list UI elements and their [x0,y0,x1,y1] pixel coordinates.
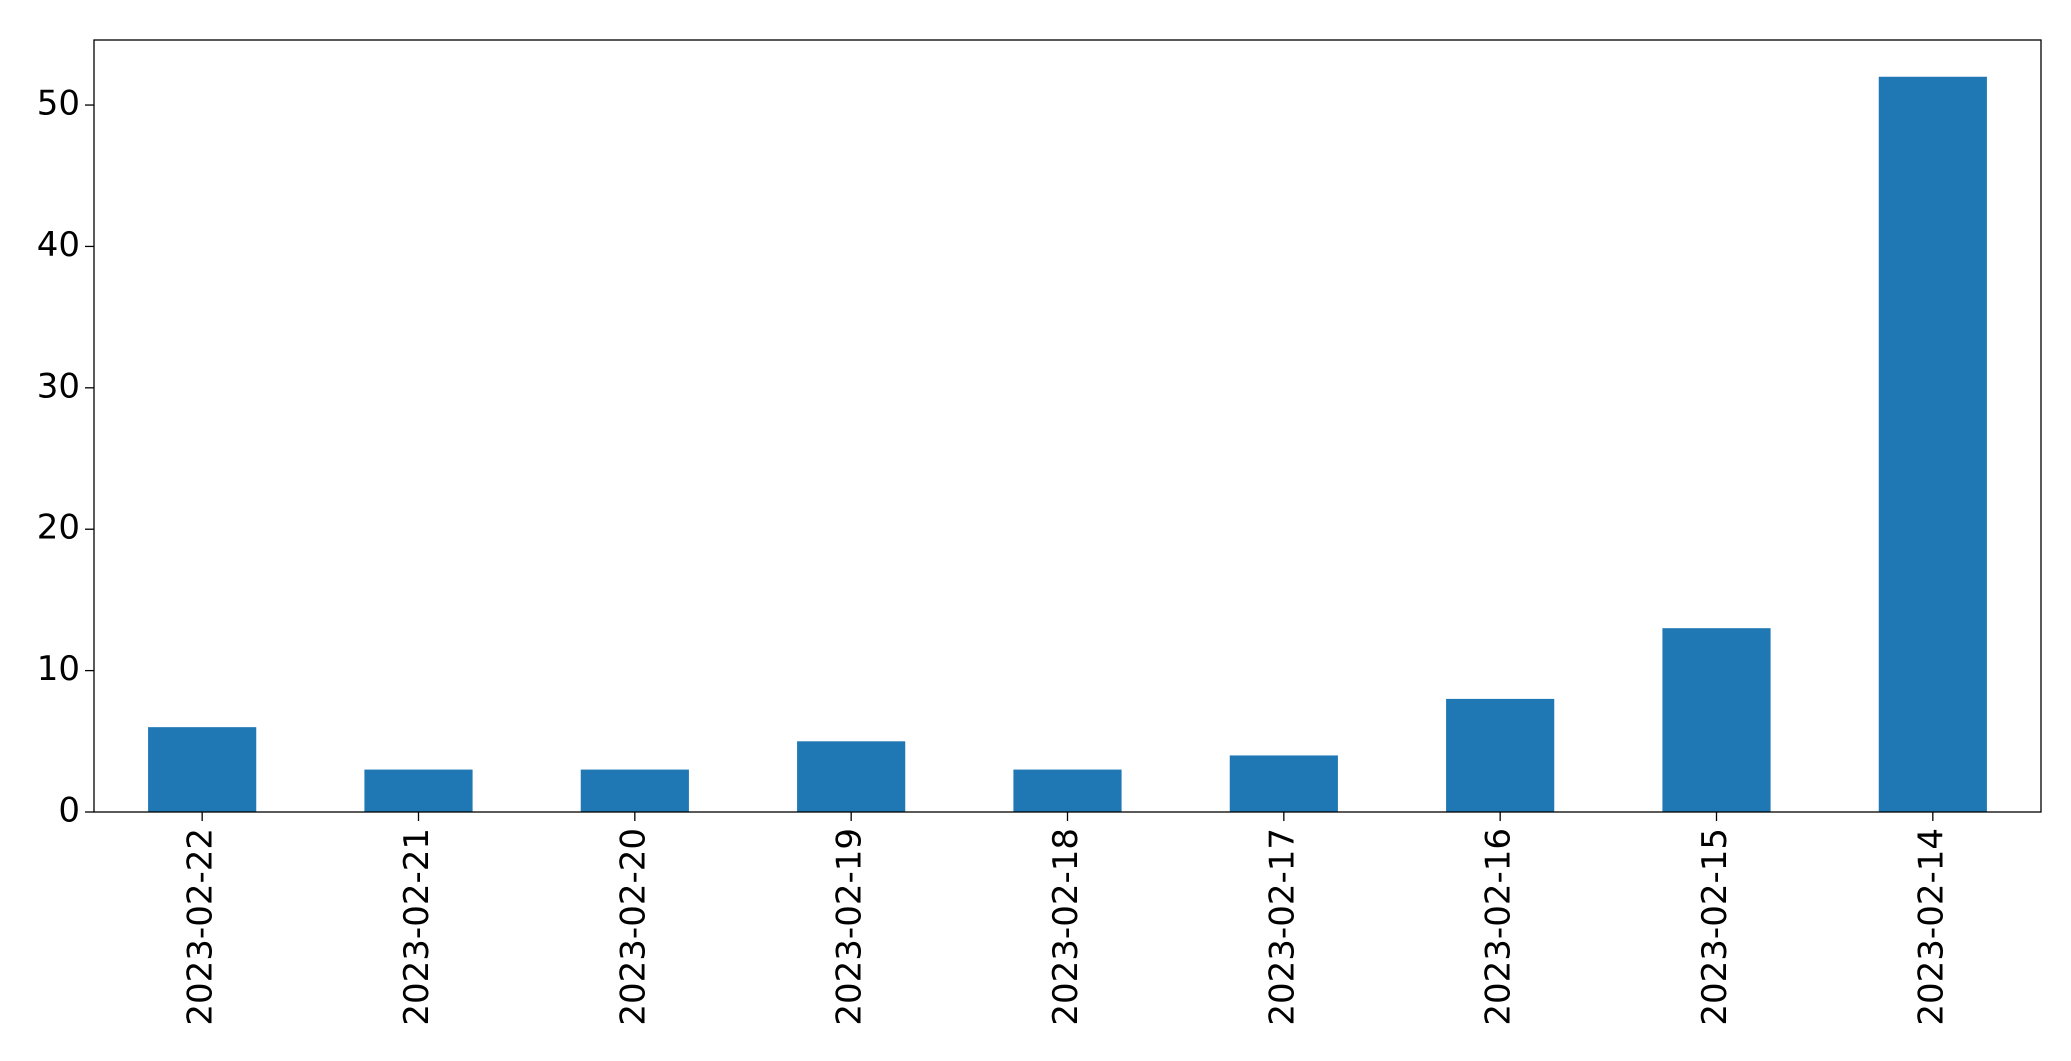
y-tick-label: 10 [37,649,80,689]
bar [364,769,473,812]
x-tick-label: 2023-02-19 [830,828,870,1026]
bar [1446,698,1555,812]
x-tick-label: 2023-02-15 [1695,828,1735,1026]
x-tick-label: 2023-02-16 [1479,828,1519,1026]
bar [1878,76,1987,812]
plot-frame [93,39,2042,813]
x-tick-label: 2023-02-22 [181,828,221,1026]
y-tick-label: 0 [58,791,80,831]
bar [1662,628,1771,812]
y-tick-label: 20 [37,508,80,548]
x-tick-label: 2023-02-20 [613,828,653,1026]
y-tick-label: 40 [37,225,80,265]
bar [797,741,906,812]
bar [1013,769,1122,812]
x-tick-label: 2023-02-21 [397,828,437,1026]
bar [148,727,257,812]
x-tick-label: 2023-02-14 [1911,828,1951,1026]
x-tick-label: 2023-02-17 [1262,828,1302,1026]
y-tick-label: 50 [37,84,80,124]
bar [580,769,689,812]
y-tick-label: 30 [37,366,80,406]
x-tick-label: 2023-02-18 [1046,828,1086,1026]
bar [1229,755,1338,812]
